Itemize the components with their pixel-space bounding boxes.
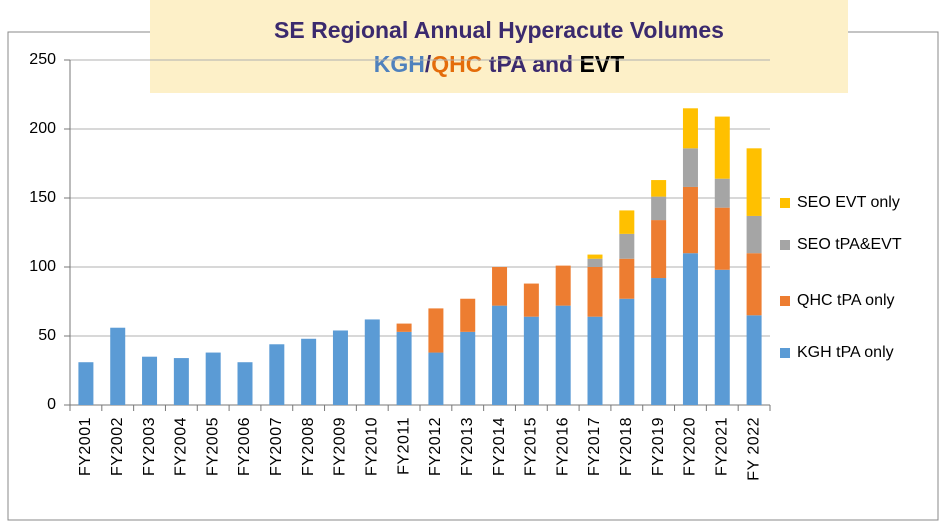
legend-swatch [780, 296, 790, 306]
x-tick-label: FY2018 [618, 417, 635, 476]
x-tick-label: FY2004 [173, 417, 190, 476]
bar-segment [523, 283, 539, 317]
x-tick-label: FY2020 [682, 417, 699, 476]
bar-segment [682, 253, 698, 405]
x-tick-label: FY2003 [141, 417, 158, 476]
x-tick-label: FY2006 [236, 417, 253, 476]
bar-segment [364, 319, 380, 405]
bar-segment [587, 258, 603, 267]
bar-segment [619, 298, 635, 405]
bar-segment [492, 305, 508, 405]
bar-segment [173, 358, 189, 405]
bar-segment [396, 331, 412, 405]
bar-segment [555, 305, 571, 405]
bar-segment [205, 352, 221, 405]
subtitle-part: EVT [580, 51, 625, 77]
y-tick-label: 200 [29, 120, 56, 137]
y-tick-label: 0 [47, 396, 56, 413]
x-tick-label: FY2019 [650, 417, 667, 476]
bar-segment [619, 258, 635, 299]
bar-segment [651, 180, 667, 197]
bar-segment [651, 220, 667, 279]
bar-segment [746, 215, 762, 254]
y-tick-label: 50 [38, 327, 56, 344]
legend-label: SEO tPA&EVT [797, 236, 902, 253]
bar-segment [237, 362, 253, 405]
bar-segment [682, 186, 698, 254]
title-box [150, 0, 848, 93]
x-tick-label: FY2012 [427, 417, 444, 476]
x-tick-label: FY2005 [204, 417, 221, 476]
legend-label: QHC tPA only [797, 292, 895, 309]
legend-swatch [780, 240, 790, 250]
bar-segment [332, 330, 348, 405]
bar-segment [428, 308, 444, 353]
subtitle-part: QHC [431, 51, 482, 77]
x-tick-label: FY2013 [459, 417, 476, 476]
bar-segment [460, 298, 476, 332]
y-tick-label: 100 [29, 258, 56, 275]
x-tick-label: FY 2022 [745, 417, 762, 481]
x-tick-label: FY2001 [77, 417, 94, 476]
bar-segment [682, 148, 698, 187]
subtitle-part: KGH [374, 51, 425, 77]
bar-segment [587, 254, 603, 259]
bar-segment [651, 196, 667, 221]
bar-segment [682, 108, 698, 149]
x-tick-label: FY2011 [395, 417, 412, 475]
y-tick-label: 250 [29, 51, 56, 68]
bar-segment [460, 331, 476, 405]
bar-segment [523, 316, 539, 405]
bar-segment [714, 178, 730, 208]
x-tick-label: FY2008 [300, 417, 317, 476]
bar-segment [142, 356, 158, 405]
bar-segment [301, 338, 317, 405]
subtitle-part: / [425, 51, 432, 77]
x-tick-label: FY2007 [268, 417, 285, 476]
chart-title: SE Regional Annual Hyperacute Volumes [274, 17, 724, 43]
bar-segment [714, 207, 730, 270]
bar-segment [396, 323, 412, 332]
x-tick-label: FY2009 [332, 417, 349, 476]
bar-segment [714, 269, 730, 405]
legend-swatch [780, 348, 790, 358]
legend-swatch [780, 198, 790, 208]
bar-segment [110, 327, 126, 405]
x-tick-label: FY2002 [109, 417, 126, 476]
bar-segment [746, 315, 762, 405]
x-tick-label: FY2010 [363, 417, 380, 476]
bar-segment [555, 265, 571, 306]
y-tick-label: 150 [29, 189, 56, 206]
bar-segment [619, 210, 635, 234]
x-tick-label: FY2016 [554, 417, 571, 476]
subtitle-part: tPA and [482, 51, 579, 77]
x-tick-label: FY2014 [491, 417, 508, 476]
bar-segment [587, 316, 603, 405]
bar-segment [587, 267, 603, 317]
bar-segment [746, 148, 762, 216]
bar-segment [619, 233, 635, 259]
x-tick-label: FY2021 [713, 417, 730, 476]
x-tick-label: FY2017 [586, 417, 603, 476]
bar-segment [492, 267, 508, 306]
bar-segment [269, 344, 285, 405]
bar-segment [651, 278, 667, 405]
bar-segment [714, 116, 730, 179]
legend-label: KGH tPA only [797, 344, 894, 361]
x-tick-label: FY2015 [523, 417, 540, 476]
bar-segment [746, 253, 762, 316]
bar-segment [428, 352, 444, 405]
bar-segment [78, 362, 94, 405]
chart-subtitle: KGH/QHC tPA and EVT [374, 51, 625, 77]
legend-label: SEO EVT only [797, 194, 900, 211]
